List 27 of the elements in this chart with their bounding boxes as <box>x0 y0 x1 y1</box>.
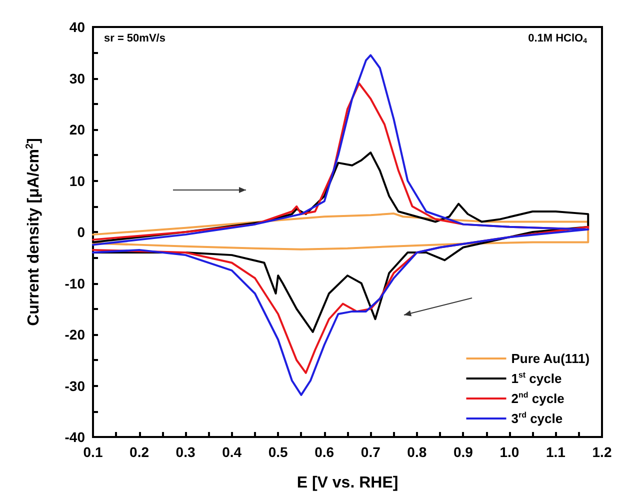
y-tick-label: -40 <box>64 429 86 445</box>
y-tick-label: -20 <box>64 326 86 342</box>
x-axis-title: E [V vs. RHE] <box>296 474 398 492</box>
x-tick-label: 0.3 <box>176 444 196 460</box>
line-series <box>92 152 590 333</box>
y-tick-label: 20 <box>69 122 86 138</box>
x-tick-label: 0.6 <box>314 444 334 460</box>
x-tick-label: 1.0 <box>500 444 520 460</box>
x-tick-label: 0.2 <box>130 444 150 460</box>
x-tick-label: 0.5 <box>268 444 288 460</box>
y-tick-label: -10 <box>64 275 86 292</box>
y-tick-label: 30 <box>69 70 86 86</box>
line-series <box>92 212 590 250</box>
legend-label: Pure Au(111) <box>511 351 590 366</box>
x-tick-label: 0.4 <box>222 444 242 460</box>
x-tick-label: 0.8 <box>407 444 427 460</box>
x-tick-label: 0.1 <box>83 444 103 460</box>
y-axis-title: Current density [μA/cm2] <box>24 138 42 326</box>
y-tick-label: 40 <box>69 19 86 35</box>
x-tick-label: 1.1 <box>546 444 566 460</box>
y-tick-label: -30 <box>64 378 86 394</box>
annotation: sr = 50mV/s <box>104 32 166 44</box>
x-tick-label: 0.9 <box>453 444 474 460</box>
x-tick-label: 1.2 <box>592 444 612 460</box>
x-tick-label: 0.7 <box>360 444 381 460</box>
y-tick-label: 0 <box>77 224 86 240</box>
y-tick-label: 10 <box>69 172 86 189</box>
